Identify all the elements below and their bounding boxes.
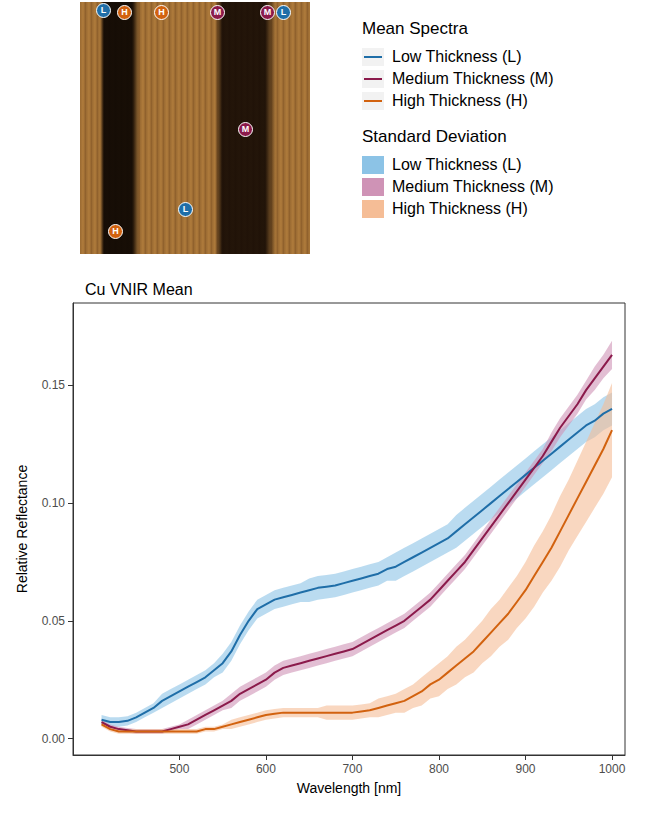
html-text:H: H [158, 7, 165, 17]
svg-text:900: 900 [515, 762, 535, 776]
html-text:Medium Thickness (M): Medium Thickness (M) [392, 70, 554, 87]
svg-text:0.10: 0.10 [42, 496, 66, 510]
svg-text:0.15: 0.15 [42, 378, 66, 392]
svg-text:0.05: 0.05 [42, 614, 66, 628]
svg-text:1000: 1000 [599, 762, 626, 776]
html-text:High Thickness (H): High Thickness (H) [392, 92, 528, 109]
html-text:M: M [263, 7, 272, 17]
svg-text:0.00: 0.00 [42, 732, 66, 746]
svg-text:700: 700 [342, 762, 362, 776]
html-text:L: L [280, 7, 287, 17]
html-text:Low Thickness (L): Low Thickness (L) [392, 48, 522, 65]
html-text:L: L [100, 5, 107, 15]
html-text:H: H [121, 7, 128, 17]
html-text:L: L [182, 204, 189, 214]
svg-text:500: 500 [169, 762, 189, 776]
html-text:M: M [241, 124, 250, 134]
svg-text:Wavelength [nm]: Wavelength [nm] [297, 780, 402, 796]
html-text:M: M [213, 7, 222, 17]
svg-text:600: 600 [256, 762, 276, 776]
html-text:Mean Spectra: Mean Spectra [362, 19, 468, 38]
svg-text:Cu VNIR Mean: Cu VNIR Mean [85, 281, 193, 298]
html-text:Medium Thickness (M): Medium Thickness (M) [392, 178, 554, 195]
svg-text:800: 800 [429, 762, 449, 776]
html-text:H: H [112, 226, 119, 236]
html-text:Standard Deviation: Standard Deviation [362, 127, 507, 146]
html-text:High Thickness (H): High Thickness (H) [392, 200, 528, 217]
svg-text:Relative Reflectance: Relative Reflectance [14, 465, 30, 594]
html-text:Low Thickness (L): Low Thickness (L) [392, 156, 522, 173]
